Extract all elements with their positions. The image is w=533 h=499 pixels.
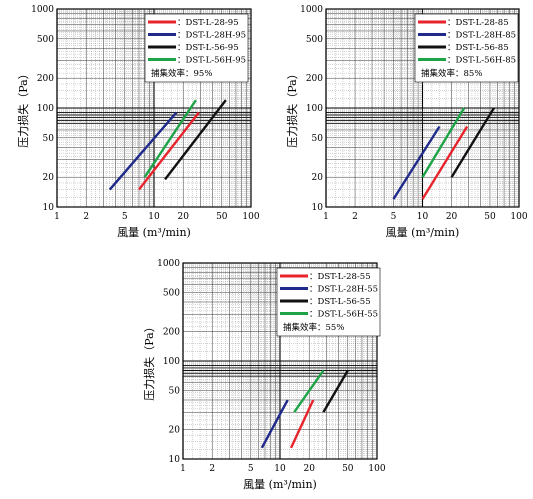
y-tick-label: 10	[169, 455, 181, 465]
x-axis-label: 風量 (m³/min)	[243, 478, 317, 491]
series-line	[108, 111, 178, 191]
series-line	[450, 107, 495, 178]
series-line	[138, 111, 200, 191]
legend: ：DST-L-28-85 ：DST-L-28H-85 ：DST-L-56-85 ：DS…	[414, 13, 519, 83]
chart-panel-3: 1 2 5 10 20 50 100 10 20 50 100 200 500 1000 風量 (m³/mi…	[142, 259, 386, 491]
legend-entry: ：DST-L-28-55	[309, 272, 371, 282]
x-tick-label: 5	[391, 212, 397, 222]
y-tick-label: 50	[169, 387, 181, 397]
y-tick-label: 20	[312, 173, 324, 183]
y-tick-label: 50	[43, 134, 55, 144]
series-line	[293, 369, 325, 413]
x-tick-label: 100	[368, 464, 385, 474]
legend-entry: ：DST-L-28H-95	[177, 31, 246, 41]
y-tick-label: 100	[163, 357, 180, 367]
series-line	[143, 99, 197, 178]
x-tick-label: 5	[122, 212, 128, 222]
plot-frame	[325, 8, 520, 208]
x-tick-label: 2	[83, 212, 89, 222]
x-tick-label: 20	[446, 212, 458, 222]
x-axis-label: 風量 (m³/min)	[386, 226, 460, 239]
legend-entry: ：DST-L-28-95	[177, 18, 239, 28]
y-tick-label: 100	[306, 104, 323, 114]
y-tick-label: 1000	[157, 259, 180, 269]
legend-entry: ：DST-L-28-85	[447, 18, 509, 28]
legend-entry: ：DST-L-56-55	[309, 297, 371, 307]
x-tick-label: 50	[484, 212, 496, 222]
y-tick-label: 500	[306, 35, 323, 45]
grid	[325, 9, 519, 208]
series-line	[260, 399, 289, 449]
series-line	[164, 99, 227, 181]
y-tick-label: 500	[163, 289, 180, 299]
legend-entry: ：DST-L-56H-85	[447, 56, 516, 66]
x-tick-label: 10	[417, 212, 429, 222]
y-tick-label: 200	[37, 74, 54, 84]
x-tick-label: 2	[209, 464, 215, 474]
y-tick-label: 100	[37, 104, 54, 114]
x-tick-label: 50	[216, 212, 228, 222]
efficiency-annotation: 捕集效率：85%	[421, 68, 482, 79]
legend-entry: ：DST-L-28H-85	[447, 31, 516, 41]
x-tick-label: 50	[342, 464, 354, 474]
y-tick-label: 20	[43, 173, 55, 183]
y-tick-label: 10	[43, 203, 55, 213]
legend-entry: ：DST-L-56-85	[447, 43, 509, 53]
legend: ：DST-L-28-95 ：DST-L-28H-95 ：DST-L-56-95 ：DS…	[144, 13, 249, 83]
x-tick-label: 100	[242, 212, 259, 222]
y-axis-label: 压力损失（Pa）	[16, 68, 30, 147]
x-tick-label: 100	[510, 212, 527, 222]
x-tick-label: 20	[177, 212, 189, 222]
x-axis-label: 風量 (m³/min)	[117, 226, 191, 239]
series-line	[421, 125, 469, 200]
y-tick-label: 50	[312, 134, 324, 144]
x-tick-label: 5	[248, 464, 254, 474]
y-tick-label: 200	[163, 327, 180, 337]
y-tick-label: 500	[37, 35, 54, 45]
y-tick-label: 1000	[300, 5, 323, 15]
legend-entry: ：DST-L-56H-55	[309, 310, 378, 320]
chart-panel-2: 1 2 5 10 20 50 100 10 20 50 100 200 500 1000 風量 (m³/mi…	[285, 5, 528, 239]
chart-panel-1: 1 2 5 10 20 50 100 10 20 50 100 200 500 1000 風量 (m³/mi…	[16, 5, 260, 239]
x-tick-label: 10	[148, 212, 160, 222]
y-axis-label: 压力损失（Pa）	[142, 321, 156, 400]
x-tick-label: 1	[180, 464, 186, 474]
legend-entry: ：DST-L-56H-95	[177, 56, 246, 66]
x-tick-label: 20	[303, 464, 315, 474]
series-line	[392, 125, 441, 200]
legend-entry: ：DST-L-56-95	[177, 43, 239, 53]
series-line	[322, 369, 349, 413]
legend-box	[144, 13, 249, 83]
y-tick-label: 1000	[31, 5, 54, 15]
plot-frame	[56, 8, 252, 208]
x-tick-label: 1	[323, 212, 329, 222]
legend: ：DST-L-28-55 ：DST-L-28H-55 ：DST-L-56-55 ：DS…	[276, 267, 381, 337]
x-tick-label: 10	[274, 464, 286, 474]
series-line	[421, 107, 466, 178]
y-axis-label: 压力损失（Pa）	[285, 68, 299, 147]
plot-frame	[182, 262, 378, 460]
x-tick-label: 1	[54, 212, 60, 222]
series-line	[289, 399, 315, 449]
y-tick-label: 200	[306, 74, 323, 84]
x-tick-label: 2	[352, 212, 358, 222]
efficiency-annotation: 捕集效率：95%	[151, 68, 212, 79]
y-tick-label: 20	[169, 425, 181, 435]
efficiency-annotation: 捕集效率：55%	[283, 322, 344, 333]
legend-entry: ：DST-L-28H-55	[309, 285, 378, 295]
y-tick-label: 10	[312, 203, 324, 213]
